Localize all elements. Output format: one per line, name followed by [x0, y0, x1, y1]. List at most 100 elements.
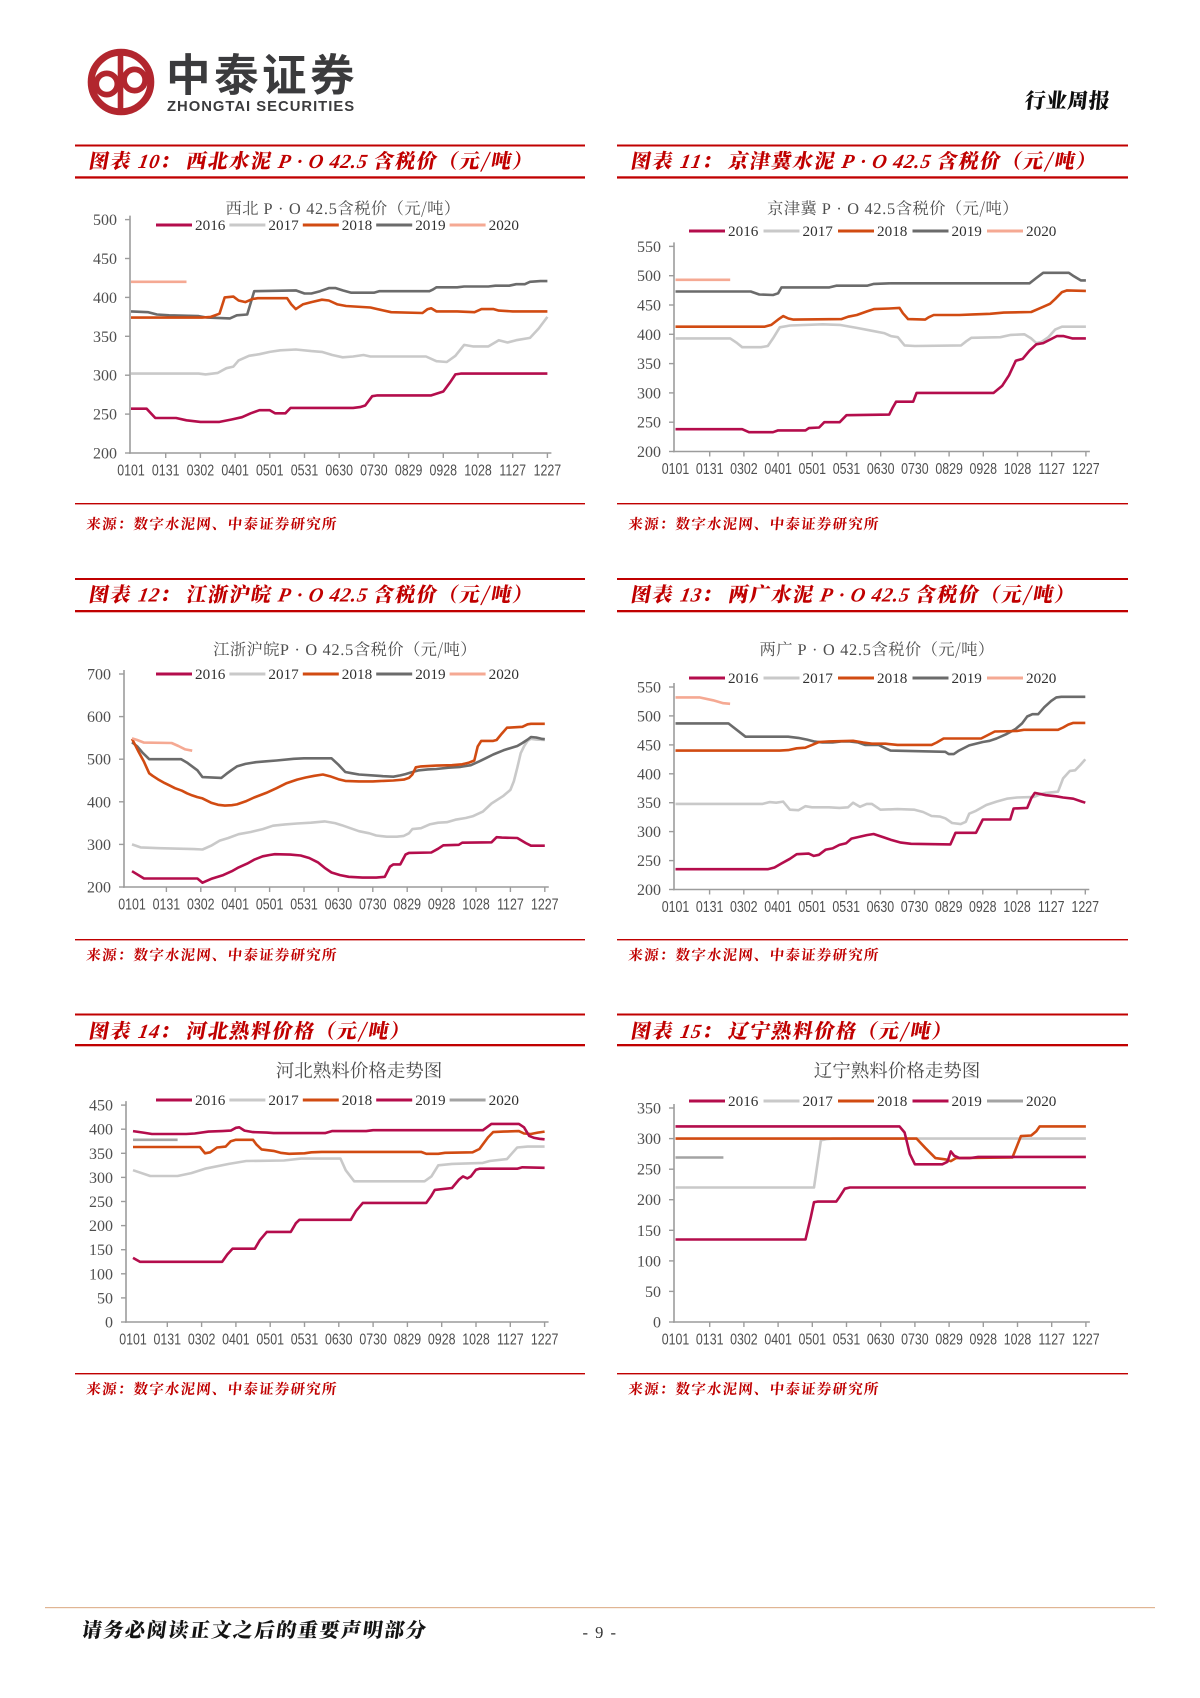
svg-text:0630: 0630	[867, 1330, 895, 1348]
svg-text:1127: 1127	[497, 1330, 524, 1348]
svg-text:350: 350	[637, 1101, 661, 1118]
svg-text:0302: 0302	[187, 895, 215, 913]
svg-text:0401: 0401	[764, 1330, 792, 1348]
svg-text:450: 450	[93, 251, 117, 268]
svg-text:1028: 1028	[462, 895, 490, 913]
svg-text:2020: 2020	[1026, 670, 1057, 687]
svg-text:0401: 0401	[221, 895, 249, 913]
svg-text:0531: 0531	[291, 461, 319, 479]
svg-text:2019: 2019	[952, 670, 982, 687]
svg-text:500: 500	[93, 212, 117, 229]
svg-text:200: 200	[93, 446, 117, 463]
svg-text:0829: 0829	[393, 895, 421, 913]
svg-text:0101: 0101	[119, 1330, 147, 1348]
svg-text:400: 400	[637, 327, 661, 344]
svg-text:250: 250	[637, 1162, 661, 1179]
svg-text:100: 100	[89, 1266, 113, 1283]
svg-text:1028: 1028	[462, 1330, 490, 1348]
svg-text:2017: 2017	[803, 1093, 834, 1110]
svg-text:2019: 2019	[952, 223, 982, 240]
svg-text:2016: 2016	[728, 223, 759, 240]
svg-text:0928: 0928	[428, 1330, 456, 1348]
svg-text:300: 300	[87, 837, 111, 854]
svg-text:400: 400	[89, 1122, 113, 1139]
svg-text:0401: 0401	[222, 1330, 250, 1348]
svg-text:0302: 0302	[730, 898, 758, 916]
svg-text:0302: 0302	[188, 1330, 216, 1348]
svg-text:0501: 0501	[256, 1330, 284, 1348]
svg-text:0531: 0531	[832, 898, 860, 916]
svg-text:0501: 0501	[256, 461, 284, 479]
svg-text:0401: 0401	[764, 460, 792, 478]
svg-text:0501: 0501	[256, 895, 284, 913]
svg-text:0928: 0928	[969, 898, 997, 916]
svg-text:1127: 1127	[497, 895, 524, 913]
svg-text:500: 500	[87, 752, 111, 769]
svg-text:2016: 2016	[728, 670, 759, 687]
svg-text:400: 400	[87, 794, 111, 811]
svg-text:1127: 1127	[1038, 460, 1065, 478]
svg-text:0630: 0630	[867, 898, 895, 916]
svg-text:0630: 0630	[867, 460, 895, 478]
svg-text:0101: 0101	[118, 895, 146, 913]
svg-text:0131: 0131	[696, 460, 724, 478]
svg-text:2019: 2019	[415, 217, 445, 234]
svg-text:0: 0	[105, 1315, 113, 1332]
svg-text:0730: 0730	[901, 460, 929, 478]
svg-text:0302: 0302	[730, 1330, 758, 1348]
svg-text:1127: 1127	[1038, 1330, 1065, 1348]
svg-text:2019: 2019	[952, 1093, 982, 1110]
svg-text:50: 50	[645, 1284, 661, 1301]
svg-text:2018: 2018	[342, 217, 373, 234]
svg-text:2016: 2016	[195, 217, 226, 234]
svg-text:0829: 0829	[394, 1330, 422, 1348]
svg-text:350: 350	[93, 329, 117, 346]
svg-text:0829: 0829	[395, 461, 423, 479]
svg-text:200: 200	[637, 1192, 661, 1209]
svg-text:350: 350	[637, 356, 661, 373]
svg-text:2016: 2016	[728, 1093, 759, 1110]
svg-text:0401: 0401	[221, 461, 249, 479]
svg-text:200: 200	[87, 880, 111, 897]
svg-text:0928: 0928	[970, 460, 998, 478]
svg-text:2016: 2016	[195, 1092, 226, 1109]
svg-text:2017: 2017	[268, 217, 299, 234]
svg-text:150: 150	[89, 1242, 113, 1259]
svg-text:0928: 0928	[428, 895, 456, 913]
svg-text:2020: 2020	[1026, 223, 1057, 240]
svg-text:2020: 2020	[489, 217, 520, 234]
svg-text:2018: 2018	[342, 666, 373, 683]
svg-text:0302: 0302	[730, 460, 758, 478]
svg-text:2018: 2018	[342, 1092, 373, 1109]
svg-text:0730: 0730	[901, 1330, 929, 1348]
svg-text:250: 250	[89, 1194, 113, 1211]
svg-text:2018: 2018	[877, 223, 908, 240]
svg-text:2020: 2020	[1026, 1093, 1057, 1110]
svg-text:1028: 1028	[1004, 1330, 1032, 1348]
svg-text:0101: 0101	[117, 461, 145, 479]
svg-text:550: 550	[637, 239, 661, 256]
svg-text:500: 500	[637, 708, 661, 725]
svg-text:0829: 0829	[935, 460, 963, 478]
svg-text:- 9 -: - 9 -	[583, 1623, 618, 1642]
svg-text:0101: 0101	[662, 1330, 690, 1348]
svg-text:0829: 0829	[935, 898, 963, 916]
svg-text:0829: 0829	[935, 1330, 963, 1348]
svg-text:1227: 1227	[534, 461, 562, 479]
svg-text:1227: 1227	[1072, 1330, 1100, 1348]
svg-text:0630: 0630	[325, 1330, 353, 1348]
svg-text:300: 300	[93, 368, 117, 385]
svg-text:250: 250	[93, 407, 117, 424]
svg-text:1227: 1227	[531, 1330, 559, 1348]
svg-text:400: 400	[637, 766, 661, 783]
svg-text:0131: 0131	[152, 461, 180, 479]
svg-text:0501: 0501	[799, 460, 827, 478]
svg-text:1028: 1028	[1004, 460, 1032, 478]
svg-text:1227: 1227	[531, 895, 559, 913]
svg-text:200: 200	[637, 882, 661, 899]
svg-text:300: 300	[637, 824, 661, 841]
svg-text:0531: 0531	[290, 895, 318, 913]
svg-text:0101: 0101	[662, 460, 690, 478]
svg-text:0501: 0501	[799, 1330, 827, 1348]
svg-text:2020: 2020	[489, 666, 520, 683]
